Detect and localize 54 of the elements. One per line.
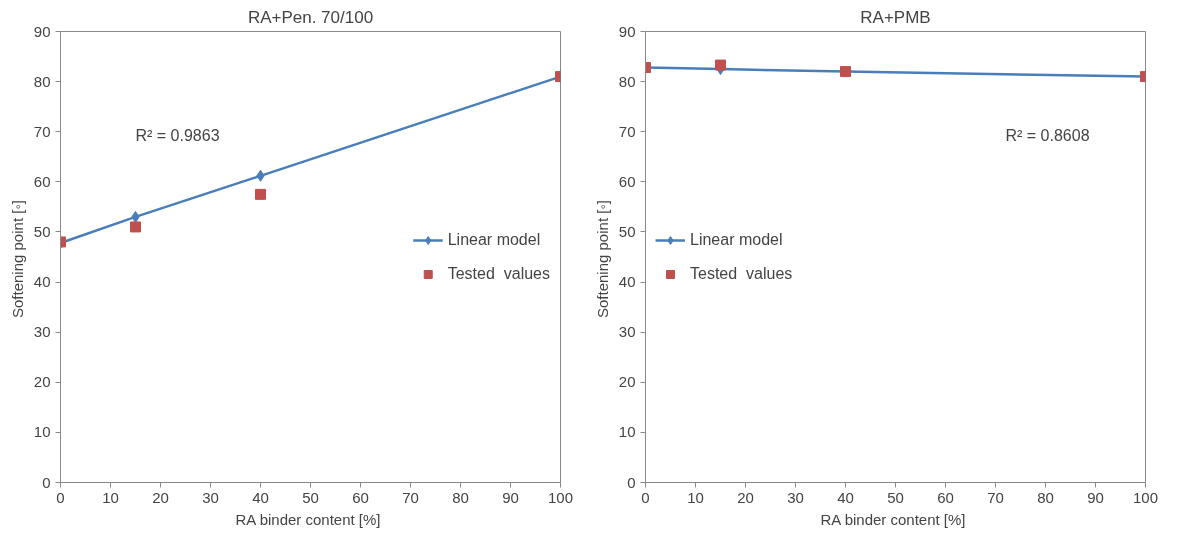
y-tick-label: 30 xyxy=(33,323,51,341)
x-tick-label: 20 xyxy=(737,488,754,506)
x-tick-label: 60 xyxy=(352,488,369,506)
y-tick-label: 80 xyxy=(618,72,636,90)
x-tick-label: 50 xyxy=(887,488,904,506)
x-tick-label: 30 xyxy=(202,488,219,506)
y-tick-label: 50 xyxy=(33,222,51,240)
x-axis-title: RA binder content [%] xyxy=(235,510,381,528)
annotation: R² = 0.9863 xyxy=(135,127,220,145)
y-tick-label: 50 xyxy=(618,222,636,240)
y-tick-label: 90 xyxy=(33,22,51,40)
legend-label: Linear model xyxy=(447,230,541,249)
x-axis-title: RA binder content [%] xyxy=(820,510,966,528)
y-tick-label: 60 xyxy=(33,172,51,190)
x-tick-label: 80 xyxy=(452,488,469,506)
y-tick-label: 80 xyxy=(33,72,51,90)
x-tick-label: 30 xyxy=(787,488,804,506)
x-tick-label: 70 xyxy=(987,488,1004,506)
y-tick-label: 10 xyxy=(33,423,51,441)
x-tick-label: 70 xyxy=(402,488,419,506)
y-axis-title: Softening point [◦] xyxy=(8,200,26,319)
x-tick-label: 100 xyxy=(1132,488,1159,506)
y-tick-label: 60 xyxy=(618,172,636,190)
legend-label: Tested values xyxy=(447,264,550,283)
y-tick-label: 0 xyxy=(42,473,51,491)
x-tick-label: 10 xyxy=(102,488,119,506)
chart-title: RA+PMB xyxy=(860,7,931,27)
x-tick-label: 90 xyxy=(1087,488,1104,506)
y-tick-label: 20 xyxy=(618,373,636,391)
x-tick-label: 0 xyxy=(56,488,65,506)
x-tick-label: 90 xyxy=(502,488,519,506)
y-tick-label: 40 xyxy=(618,273,636,291)
x-tick-label: 100 xyxy=(547,488,574,506)
y-tick-label: 90 xyxy=(618,22,636,40)
y-tick-label: 10 xyxy=(618,423,636,441)
y-tick-label: 70 xyxy=(618,122,636,140)
x-tick-label: 10 xyxy=(687,488,704,506)
x-tick-label: 0 xyxy=(641,488,650,506)
y-tick-label: 70 xyxy=(33,122,51,140)
x-tick-label: 40 xyxy=(252,488,269,506)
x-tick-label: 40 xyxy=(837,488,854,506)
chart-title: RA+Pen. 70/100 xyxy=(247,7,374,27)
y-tick-label: 40 xyxy=(33,273,51,291)
legend-label: Linear model xyxy=(690,230,783,249)
x-tick-label: 50 xyxy=(302,488,319,506)
y-axis-title: Softening point [◦] xyxy=(593,200,611,319)
annotation: R² = 0.8608 xyxy=(1005,127,1090,145)
x-tick-label: 20 xyxy=(152,488,169,506)
x-tick-label: 80 xyxy=(1037,488,1054,506)
y-tick-label: 0 xyxy=(627,473,636,491)
legend-label: Tested values xyxy=(690,264,793,283)
x-tick-label: 60 xyxy=(937,488,954,506)
y-tick-label: 30 xyxy=(618,323,636,341)
y-tick-label: 20 xyxy=(33,373,51,391)
